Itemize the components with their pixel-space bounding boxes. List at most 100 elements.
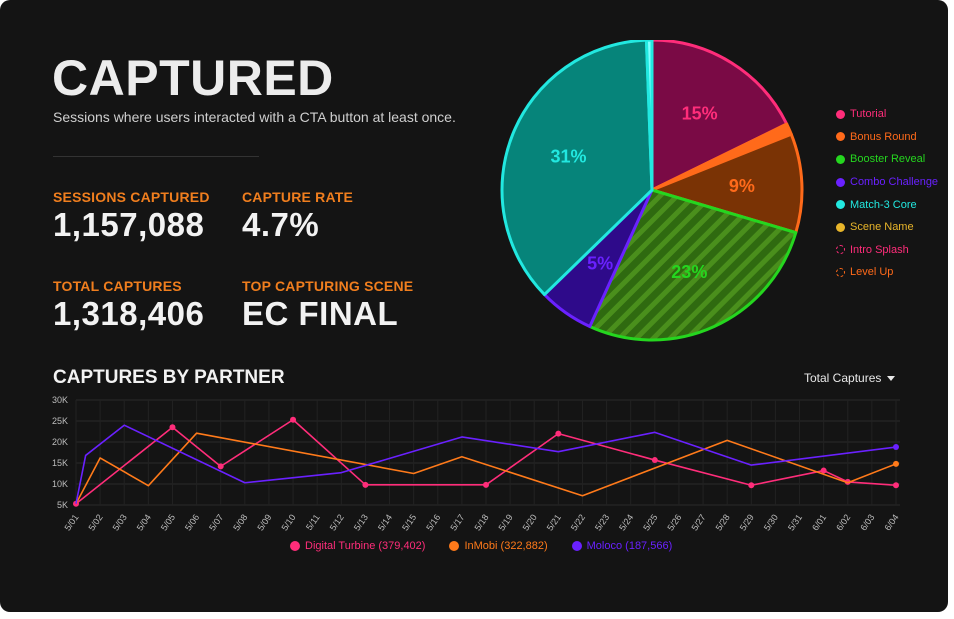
series-point-0[interactable] — [820, 467, 827, 474]
x-tick-label: 5/21 — [545, 512, 563, 532]
pie-slice-scene-name[interactable] — [650, 132, 804, 235]
y-tick-label: 20K — [52, 437, 68, 447]
legend-label: Moloco (187,566) — [586, 540, 673, 552]
legend-swatch — [836, 267, 845, 277]
x-tick-label: 5/07 — [207, 512, 225, 532]
stat-label-top-scene: TOP CAPTURING SCENE — [242, 278, 414, 294]
x-tick-label: 5/19 — [497, 512, 515, 532]
x-tick-label: 6/04 — [882, 512, 900, 532]
x-tick-label: 5/02 — [87, 512, 105, 532]
pie-legend-item[interactable]: Tutorial — [836, 103, 938, 126]
stat-value-total-captures: 1,318,406 — [53, 295, 205, 332]
stat-value-sessions-captured: 1,157,088 — [53, 206, 205, 243]
pie-label-match-3-core: 31% — [550, 147, 586, 167]
pie-legend: Tutorial Bonus Round Booster Reveal Combo C… — [836, 103, 938, 284]
x-tick-label: 5/03 — [111, 512, 129, 532]
line-chart-title: CAPTURES BY PARTNER — [53, 367, 285, 388]
legend-label: Tutorial — [850, 108, 887, 121]
x-tick-label: 5/20 — [521, 512, 539, 532]
pie-legend-item[interactable]: Combo Challenge — [836, 171, 938, 194]
x-tick-label: 5/28 — [714, 512, 732, 532]
series-point-0[interactable] — [290, 416, 297, 423]
series-line-0[interactable] — [75, 418, 897, 505]
y-tick-label: 25K — [52, 416, 68, 426]
series-point-1[interactable] — [893, 460, 899, 467]
pie-legend-item[interactable]: Level Up — [836, 261, 938, 284]
partner-line-chart: 5K 10K 15K 20K 25K 30K 5/01 5/02 5/03 5/04 5/05 5/0… — [52, 395, 901, 533]
line-legend-item[interactable]: InMobi (322,882) — [449, 540, 548, 552]
pie-slice-tutorial[interactable] — [650, 40, 789, 192]
legend-swatch — [836, 200, 845, 210]
x-tick-label: 5/29 — [738, 512, 756, 532]
pie-legend-item[interactable]: Scene Name — [836, 216, 938, 239]
metric-dropdown-label: Total Captures — [804, 371, 882, 385]
series-point-0[interactable] — [748, 482, 755, 489]
y-tick-label: 15K — [52, 458, 68, 468]
stat-label-sessions-captured: SESSIONS CAPTURED — [53, 189, 210, 205]
legend-label: Bonus Round — [850, 130, 917, 143]
legend-swatch — [836, 154, 845, 164]
pie-legend-item[interactable]: Bonus Round — [836, 126, 938, 149]
series-line-1[interactable] — [75, 432, 897, 505]
metric-dropdown[interactable]: Total Captures — [804, 371, 896, 385]
legend-swatch — [290, 541, 300, 551]
pie-slice-match-3-core[interactable] — [500, 40, 654, 297]
legend-label: Match-3 Core — [850, 198, 917, 211]
legend-swatch — [836, 245, 845, 255]
pie-label-combo-challenge: 5% — [587, 254, 613, 274]
x-tick-label: 5/08 — [231, 512, 249, 532]
x-tick-label: 5/11 — [304, 512, 322, 532]
line-legend-item[interactable]: Moloco (187,566) — [571, 540, 673, 552]
stat-label-total-captures: TOTAL CAPTURES — [53, 278, 182, 294]
series-line-2[interactable] — [75, 424, 897, 504]
legend-swatch — [449, 541, 460, 551]
x-tick-label: 5/01 — [62, 512, 80, 532]
legend-swatch — [571, 541, 582, 551]
legend-label: InMobi (322,882) — [464, 540, 548, 552]
x-tick-label: 5/12 — [328, 512, 346, 532]
x-tick-label: 5/16 — [424, 512, 442, 532]
x-tick-label: 5/24 — [617, 512, 635, 532]
x-tick-label: 5/17 — [448, 512, 466, 532]
x-tick-label: 5/14 — [376, 512, 394, 532]
stat-label-capture-rate: CAPTURE RATE — [242, 189, 354, 205]
series-point-0[interactable] — [169, 424, 176, 431]
legend-label: Level Up — [850, 266, 894, 279]
series-point-0[interactable] — [651, 457, 658, 464]
pie-label-booster-reveal: 23% — [671, 262, 707, 282]
x-tick-label: 6/02 — [834, 512, 852, 532]
x-tick-label: 5/25 — [641, 512, 659, 532]
series-point-0[interactable] — [362, 481, 369, 488]
x-tick-label: 5/18 — [472, 512, 490, 532]
y-tick-label: 10K — [52, 479, 68, 489]
y-tick-label: 30K — [52, 395, 68, 405]
series-point-0[interactable] — [555, 430, 562, 437]
x-tick-label: 6/01 — [810, 512, 828, 532]
y-tick-label: 5K — [57, 500, 68, 510]
pie-slice-intro-splash[interactable] — [644, 40, 654, 192]
pie-label-scene-name: 9% — [729, 176, 755, 196]
x-tick-label: 6/03 — [858, 512, 876, 532]
pie-legend-item[interactable]: Match-3 Core — [836, 193, 938, 216]
pie-legend-item[interactable]: Intro Splash — [836, 239, 938, 262]
legend-swatch — [836, 132, 845, 142]
page-title: CAPTURED — [52, 50, 334, 106]
series-point-2[interactable] — [893, 444, 899, 451]
x-tick-label: 5/27 — [689, 512, 707, 532]
series-point-0[interactable] — [893, 482, 899, 489]
legend-label: Digital Turbine (379,402) — [305, 540, 426, 552]
page-subtitle: Sessions where users interacted with a C… — [53, 109, 456, 125]
line-legend: Digital Turbine (379,402) InMobi (322,882… — [290, 540, 672, 552]
x-tick-label: 5/10 — [279, 512, 297, 532]
x-tick-label: 5/31 — [786, 512, 804, 532]
x-tick-label: 5/30 — [762, 512, 780, 532]
stat-value-capture-rate: 4.7% — [242, 206, 320, 243]
pie-legend-item[interactable]: Booster Reveal — [836, 148, 938, 171]
line-legend-item[interactable]: Digital Turbine (379,402) — [290, 540, 425, 552]
x-tick-label: 5/05 — [159, 512, 177, 532]
x-tick-label: 5/23 — [593, 512, 611, 532]
series-point-0[interactable] — [483, 481, 489, 488]
pie-slice-booster-reveal[interactable] — [588, 188, 798, 342]
series-point-0[interactable] — [217, 463, 224, 470]
